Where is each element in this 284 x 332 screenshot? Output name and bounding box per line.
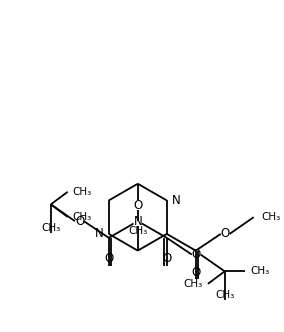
- Text: O: O: [75, 214, 84, 228]
- Text: N: N: [95, 227, 104, 240]
- Text: O: O: [191, 266, 200, 279]
- Text: O: O: [191, 248, 200, 261]
- Text: CH₃: CH₃: [73, 212, 92, 222]
- Text: O: O: [162, 252, 171, 265]
- Text: CH₃: CH₃: [128, 226, 147, 236]
- Text: O: O: [104, 252, 113, 265]
- Text: CH₃: CH₃: [215, 290, 234, 300]
- Text: CH₃: CH₃: [262, 212, 281, 222]
- Text: CH₃: CH₃: [41, 223, 60, 233]
- Text: N: N: [172, 194, 180, 207]
- Text: N: N: [133, 214, 142, 228]
- Text: CH₃: CH₃: [73, 187, 92, 197]
- Text: O: O: [220, 227, 229, 240]
- Text: CH₃: CH₃: [184, 279, 203, 289]
- Text: CH₃: CH₃: [251, 266, 270, 276]
- Text: O: O: [133, 199, 142, 212]
